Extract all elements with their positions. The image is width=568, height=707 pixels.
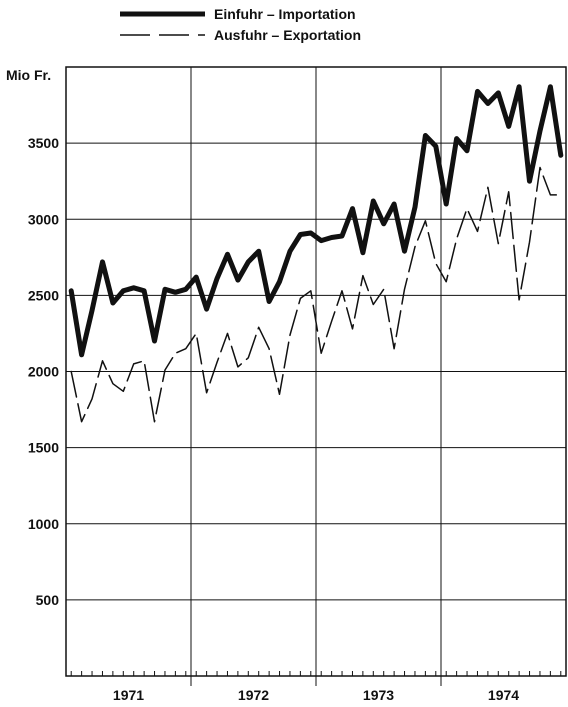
y-tick-label: 1000	[28, 516, 59, 532]
y-tick-label: 3500	[28, 135, 59, 151]
y-tick-label: 2500	[28, 287, 59, 303]
legend-import-label: Einfuhr – Importation	[214, 6, 356, 22]
y-tick-label: 2000	[28, 364, 59, 380]
series-line-import	[68, 84, 564, 358]
legend-export-label: Ausfuhr – Exportation	[214, 27, 361, 43]
legend: Einfuhr – Importation Ausfuhr – Exportat…	[120, 6, 361, 43]
x-tick-label: 1973	[363, 687, 394, 703]
y-tick-label: 3000	[28, 211, 59, 227]
y-tick-label: 500	[36, 592, 60, 608]
series-line-export	[70, 166, 562, 423]
x-axis-ticks: 1971 1972 1973 1974	[70, 671, 562, 703]
x-tick-label: 1974	[488, 687, 519, 703]
x-tick-label: 1971	[113, 687, 144, 703]
plot-frame	[65, 66, 567, 677]
x-tick-label: 1972	[238, 687, 269, 703]
series-lines	[68, 84, 564, 423]
grid	[66, 67, 566, 686]
y-axis-unit-label: Mio Fr.	[6, 67, 51, 83]
y-tick-label: 1500	[28, 440, 59, 456]
y-axis-ticks: 500 1000 1500 2000 2500 3000 3500	[28, 135, 59, 608]
